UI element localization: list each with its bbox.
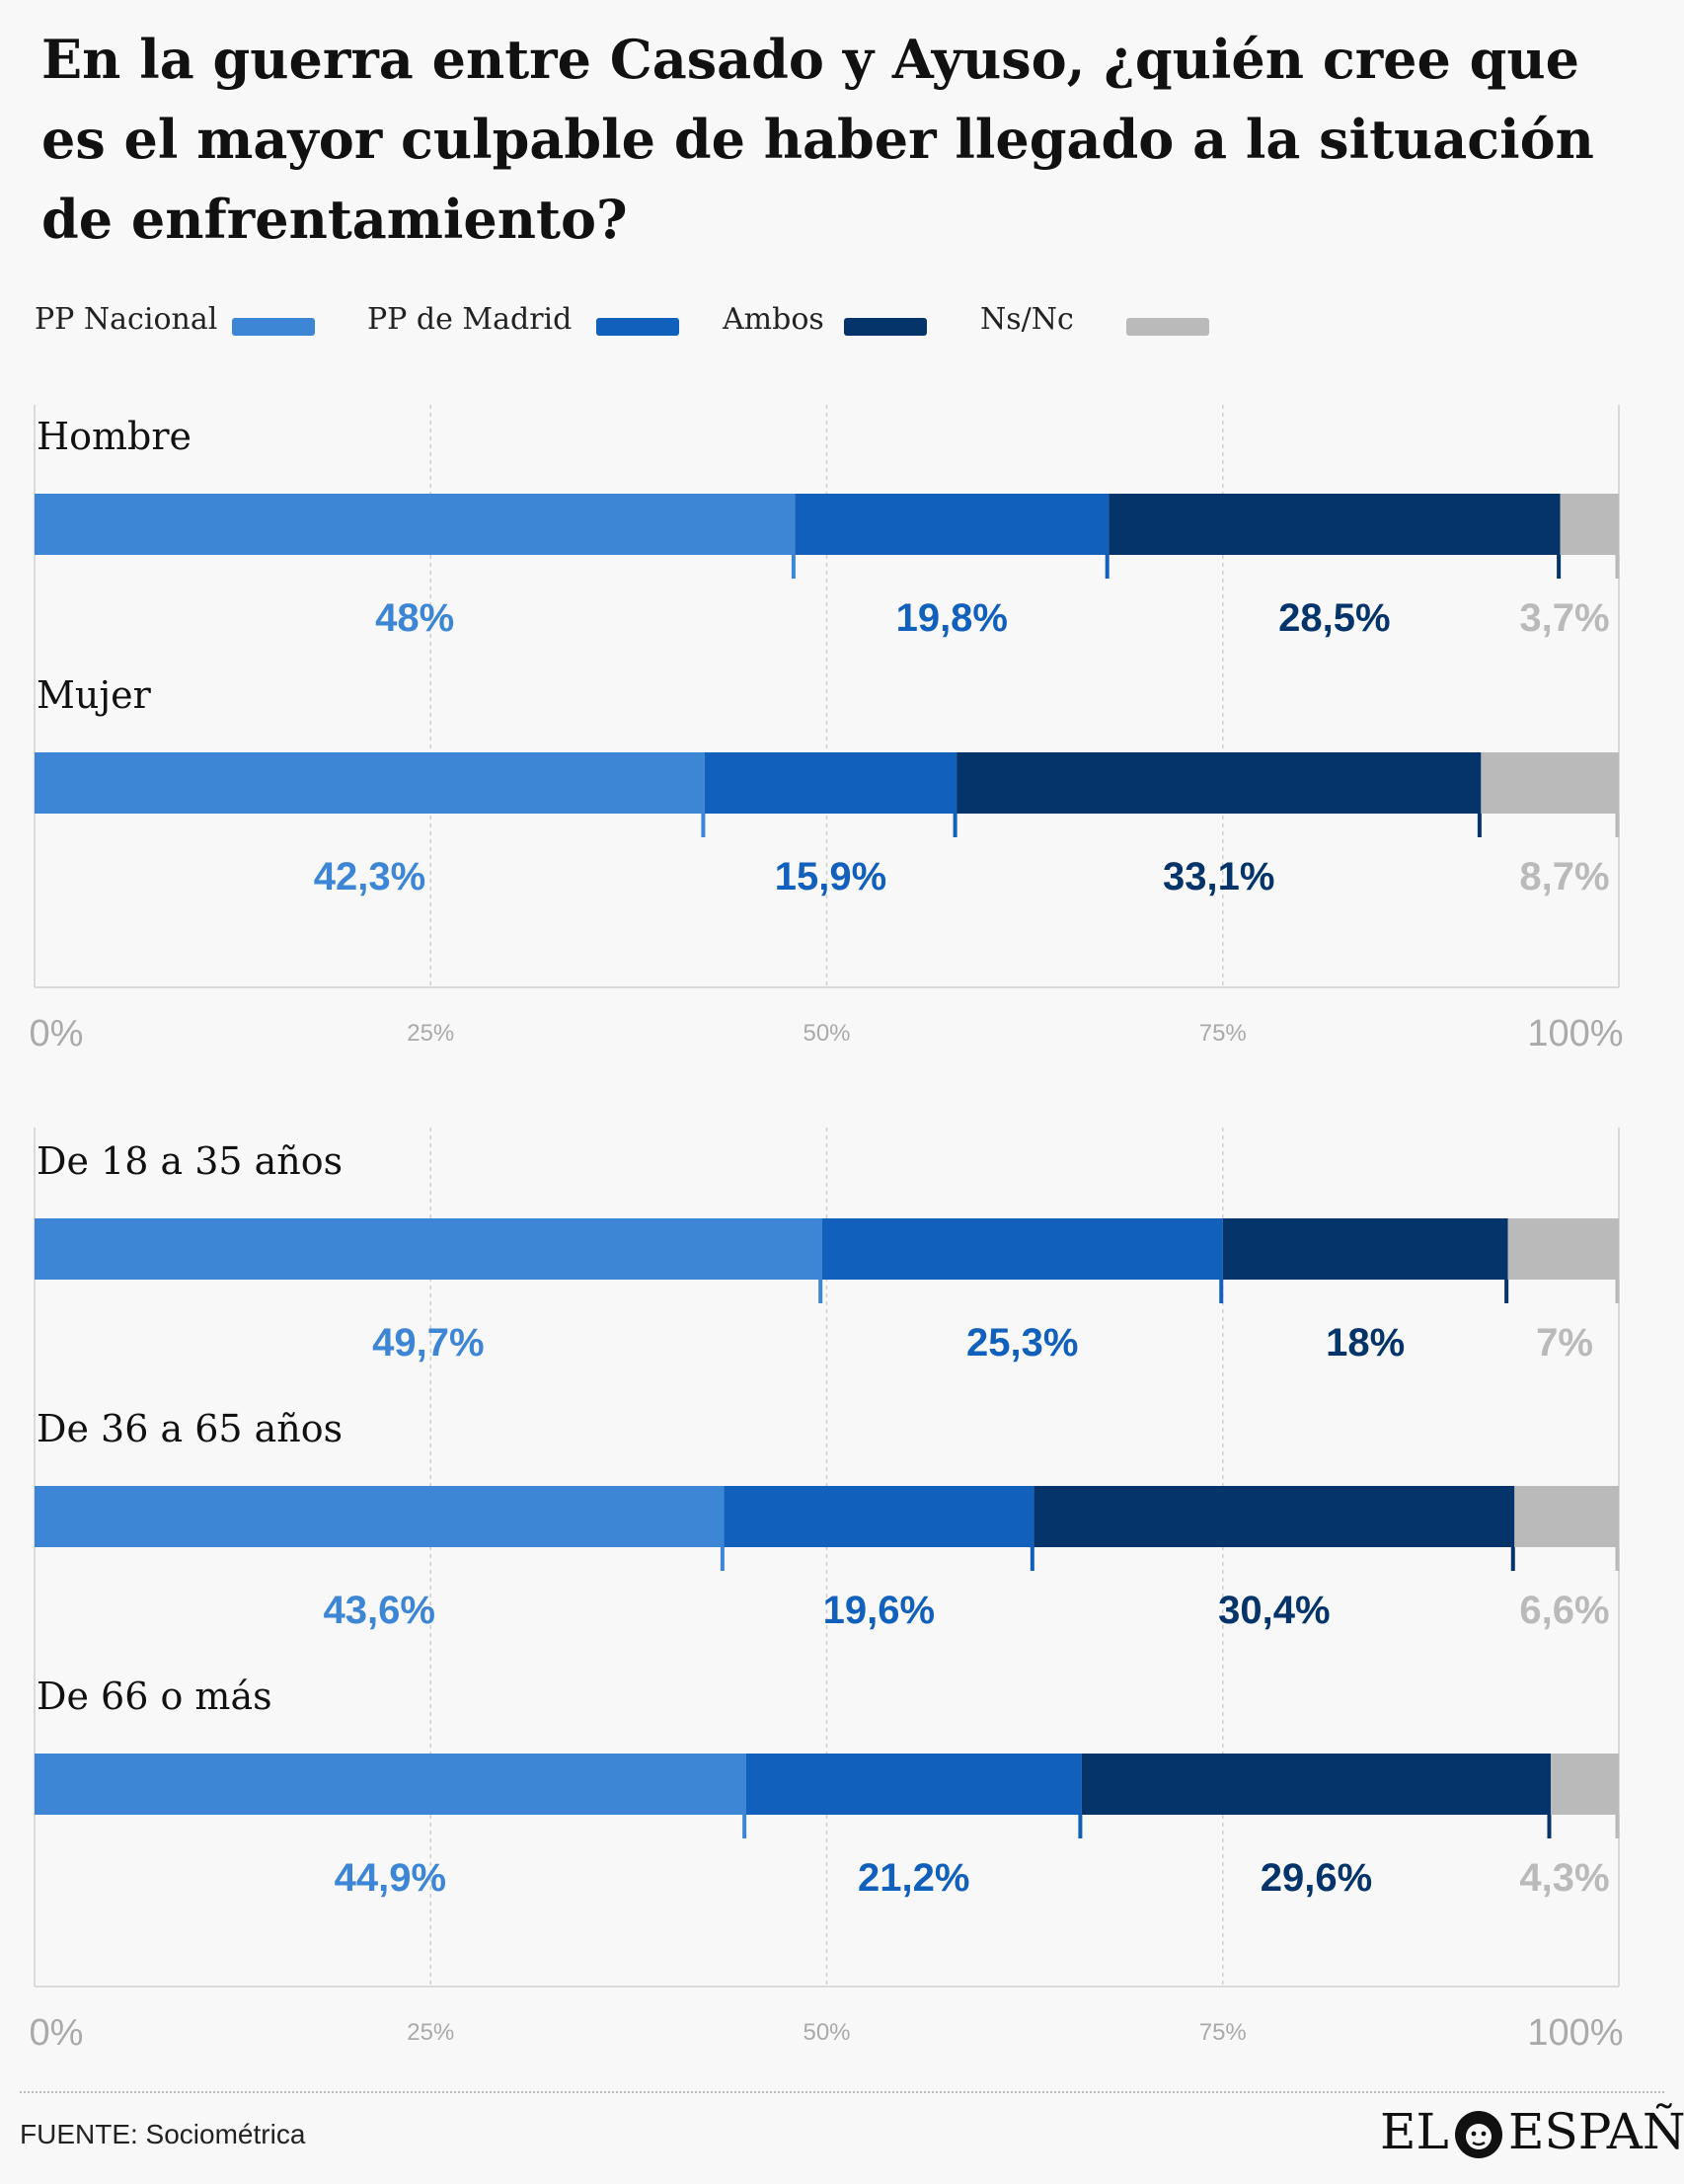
group-label: De 18 a 35 años [37, 1139, 344, 1183]
value-label: 48% [375, 596, 455, 640]
el-espanol-logo: EL ESPAÑOL [1380, 2103, 1684, 2162]
axis-tick-label: 75% [1198, 2019, 1247, 2046]
legend-swatch [596, 318, 679, 336]
value-label: 44,9% [334, 1856, 447, 1900]
value-label: 49,7% [372, 1321, 485, 1365]
legend-swatch [1126, 318, 1209, 336]
axis-tick-label: 50% [803, 2019, 851, 2046]
bar-segment [795, 494, 1110, 555]
chart-age: De 18 a 35 años 49,7% 25,3% 18% 7% De 36 a 65… [0, 1128, 1684, 2066]
value-label: 43,6% [323, 1589, 435, 1632]
legend-label: Ns/Nc [980, 302, 1074, 337]
value-label: 29,6% [1260, 1856, 1373, 1900]
axis-tick-label: 100% [1527, 1013, 1624, 1054]
axis-tick-label: 50% [803, 1020, 851, 1047]
bar-segment [957, 752, 1482, 814]
value-label: 19,6% [822, 1589, 936, 1632]
group-label: Hombre [37, 415, 192, 458]
axis-tick-label: 0% [29, 1013, 84, 1054]
value-label: 21,2% [858, 1856, 970, 1900]
value-label: 4,3% [1519, 1856, 1610, 1900]
value-label: 18% [1326, 1321, 1406, 1365]
value-label: 30,4% [1218, 1589, 1331, 1632]
value-label: 3,7% [1519, 596, 1610, 640]
bar-segment [1222, 1218, 1508, 1280]
bar-segment [35, 752, 705, 814]
bar-segment [1109, 494, 1561, 555]
bar-segment [1550, 1754, 1619, 1815]
bar-segment [704, 752, 957, 814]
axis-tick-label: 0% [29, 2012, 84, 2054]
logo-text-left: EL [1380, 2103, 1449, 2160]
value-label: 33,1% [1163, 855, 1275, 898]
value-label: 6,6% [1519, 1589, 1610, 1632]
value-label: 8,7% [1519, 855, 1610, 898]
legend-label: Ambos [723, 302, 824, 337]
chart-plot-area [34, 405, 1620, 988]
legend-label: PP Nacional [35, 302, 218, 337]
group-label: Mujer [37, 673, 151, 717]
value-label: 42,3% [313, 855, 426, 898]
bar-segment [1033, 1486, 1515, 1547]
bar-segment [35, 1754, 746, 1815]
bar-segment [35, 494, 796, 555]
value-label: 15,9% [774, 855, 887, 898]
bar-segment [1560, 494, 1619, 555]
lion-logo-icon [1455, 2111, 1502, 2158]
legend-swatch [232, 318, 315, 336]
value-label: 28,5% [1278, 596, 1391, 640]
axis-tick-label: 75% [1198, 1020, 1247, 1047]
bar-segment [745, 1754, 1082, 1815]
legend-label: PP de Madrid [367, 302, 573, 337]
axis-tick-label: 25% [407, 1020, 455, 1047]
group-label: De 36 a 65 años [37, 1407, 344, 1450]
group-label: De 66 o más [37, 1675, 272, 1718]
legend-swatch [844, 318, 927, 336]
chart-plot-area [34, 1128, 1620, 1988]
bar-segment [1481, 752, 1619, 814]
legend: PP Nacional PP de Madrid Ambos Ns/Nc [35, 296, 1653, 355]
bar-segment [724, 1486, 1034, 1547]
value-label: 25,3% [965, 1321, 1079, 1365]
footer-divider [20, 2091, 1664, 2093]
chart-gender: Hombre 48% 19,8% 28,5% 3,7% Mujer 42,3% 15,9% 33… [0, 405, 1684, 1096]
bar-segment [35, 1486, 725, 1547]
bar-segment [35, 1218, 822, 1280]
bar-segment [1507, 1218, 1619, 1280]
bar-segment [821, 1218, 1223, 1280]
value-label: 19,8% [895, 596, 1008, 640]
value-label: 7% [1536, 1321, 1593, 1365]
chart-title: En la guerra entre Casado y Ayuso, ¿quié… [41, 28, 1594, 251]
logo-text-right: ESPAÑOL [1508, 2103, 1684, 2160]
axis-tick-label: 25% [407, 2019, 455, 2046]
bar-segment [1514, 1486, 1619, 1547]
axis-tick-label: 100% [1527, 2012, 1624, 2054]
bar-segment [1081, 1754, 1551, 1815]
source-note: FUENTE: Sociométrica [20, 2119, 306, 2149]
